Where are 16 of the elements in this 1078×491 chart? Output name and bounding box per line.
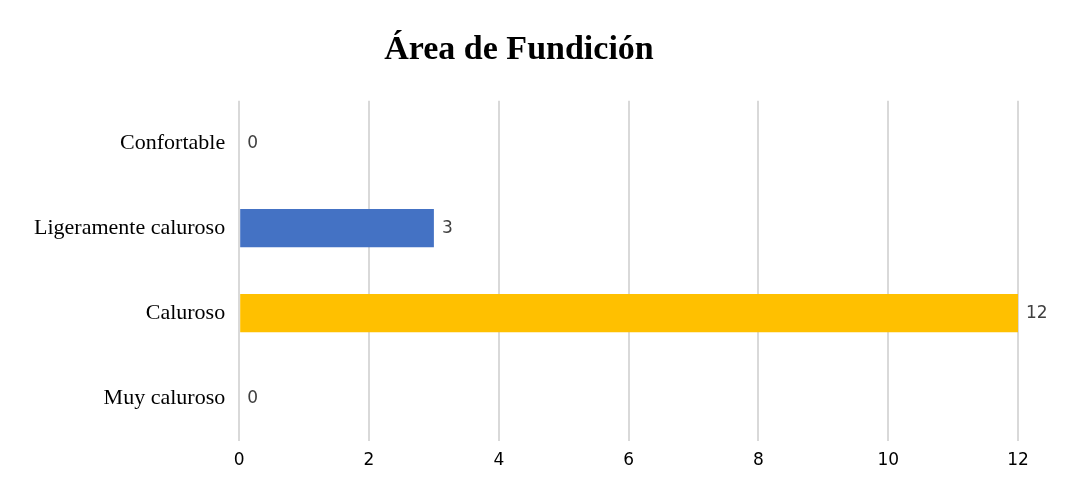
- x-tick-label: 2: [363, 449, 375, 470]
- x-tick-label: 12: [1007, 449, 1029, 470]
- x-tick-label: 6: [623, 449, 635, 470]
- data-label: 3: [441, 216, 453, 237]
- y-tick-label: Confortable: [120, 129, 226, 155]
- x-tick-label: 4: [493, 449, 505, 470]
- y-tick-label: Caluroso: [145, 298, 226, 324]
- x-tick-label: 8: [752, 449, 764, 470]
- data-label: 12: [1026, 301, 1048, 322]
- x-tick-label: 0: [233, 449, 245, 470]
- data-label: 0: [247, 131, 259, 152]
- y-tick-label: Ligeramente caluroso: [33, 214, 226, 240]
- chart-title: Área de Fundición: [384, 29, 654, 67]
- x-tick-label: 10: [877, 449, 900, 470]
- data-label: 0: [247, 386, 259, 407]
- y-tick-label: Muy caluroso: [103, 383, 226, 409]
